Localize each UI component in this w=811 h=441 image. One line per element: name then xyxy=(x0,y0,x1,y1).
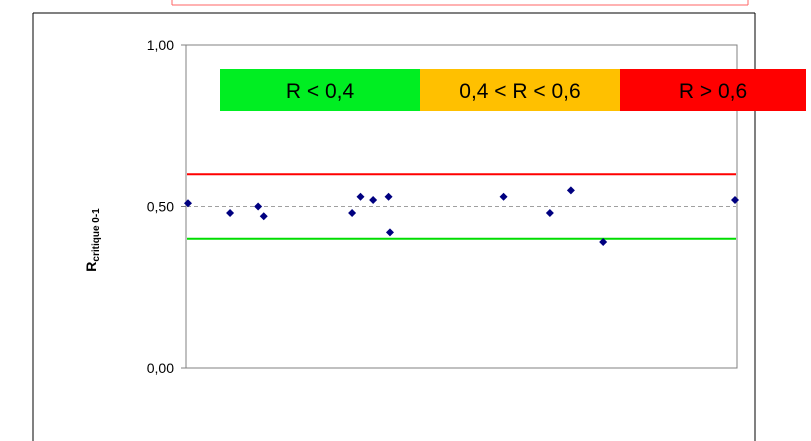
data-point xyxy=(385,228,394,237)
data-point xyxy=(731,196,739,205)
reference-lines xyxy=(187,173,736,240)
legend-swatch xyxy=(220,69,420,111)
data-point xyxy=(369,196,378,205)
y-axis-label: Rcritique 0-1 xyxy=(83,208,102,272)
legend-swatch xyxy=(620,69,806,111)
y-tick-label: 0,00 xyxy=(147,360,174,376)
data-point xyxy=(384,192,393,201)
y-axis-label-main: R xyxy=(83,262,99,272)
data-point xyxy=(356,192,365,201)
y-tick-label: 0,50 xyxy=(147,199,174,215)
data-point xyxy=(254,202,263,211)
legend-label: R > 0,6 xyxy=(679,80,747,103)
legend-label: 0,4 < R < 0,6 xyxy=(459,80,580,103)
y-tick-label: 1,00 xyxy=(147,37,174,53)
legend: R < 0,4 0,4 < R < 0,6 R > 0,6 xyxy=(220,69,806,111)
y-axis-label-subscript: critique 0-1 xyxy=(91,208,102,262)
data-point xyxy=(599,238,608,247)
legend-label: R < 0,4 xyxy=(286,80,355,103)
data-point xyxy=(259,212,268,221)
data-point xyxy=(184,199,192,208)
data-point xyxy=(226,208,235,217)
data-points xyxy=(184,186,739,247)
y-axis: 1,00 0,50 0,00 xyxy=(147,37,186,376)
data-point xyxy=(545,208,554,217)
data-point xyxy=(566,186,575,195)
data-point xyxy=(348,208,357,217)
data-point xyxy=(499,192,508,201)
legend-swatch xyxy=(420,69,620,111)
